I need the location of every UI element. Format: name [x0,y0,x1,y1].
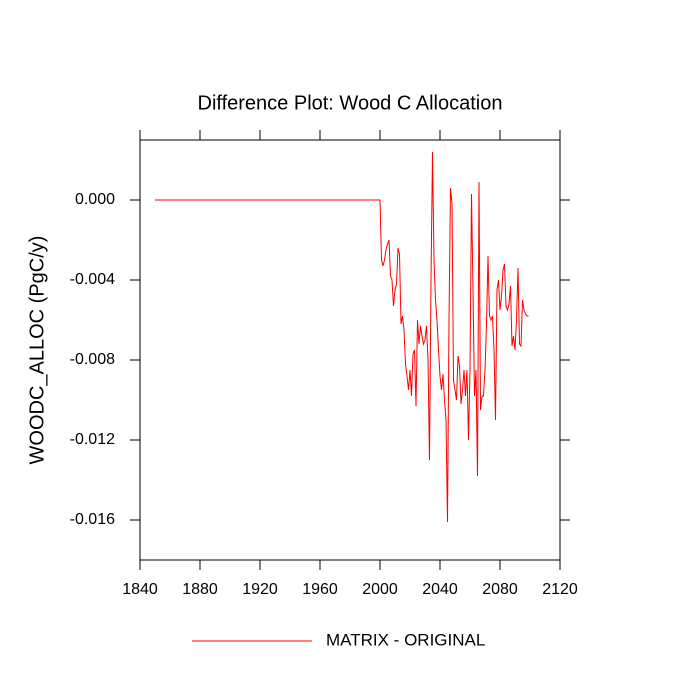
x-tick-label: 1920 [242,581,278,598]
y-tick-label: -0.016 [70,511,115,528]
y-tick-label: 0.000 [75,191,115,208]
x-tick-label: 1880 [182,581,218,598]
x-tick-label: 2120 [542,581,578,598]
x-tick-label: 1840 [122,581,158,598]
data-line [155,151,529,523]
x-tick-label: 2040 [422,581,458,598]
y-tick-label: -0.012 [70,431,115,448]
legend-label: MATRIX - ORIGINAL [326,630,485,649]
y-tick-label: -0.008 [70,351,115,368]
chart-title: Difference Plot: Wood C Allocation [198,92,503,114]
plot-frame [139,139,561,561]
y-tick-label: -0.004 [70,271,115,288]
x-tick-label: 2080 [482,581,518,598]
x-tick-label: 2000 [362,581,398,598]
x-tick-label: 1960 [302,581,338,598]
y-axis-label: WOODC_ALLOC (PgC/y) [26,236,48,465]
